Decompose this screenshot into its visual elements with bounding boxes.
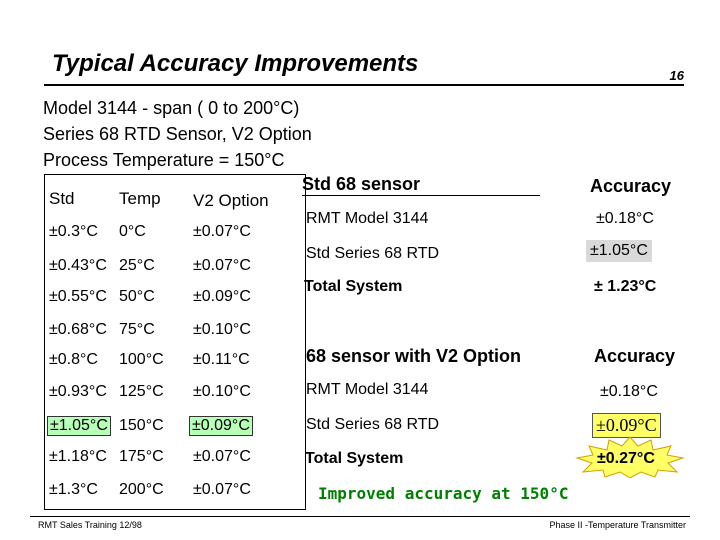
starburst-highlight (575, 436, 685, 478)
table-cell-std: ±1.18°C (49, 448, 107, 465)
table-cell-std: ±0.3°C (49, 223, 98, 240)
table-cell-temp: 75°C (119, 321, 155, 338)
table-cell-temp: 175°C (119, 448, 164, 465)
table-cell-v2: ±0.09°C (193, 288, 251, 305)
v2-section-heading: 68 sensor with V2 Option (306, 346, 522, 366)
intro-line-sensor: Series 68 RTD Sensor, V2 Option (43, 124, 312, 144)
v2-row-value-total: ±0.27°C (597, 450, 655, 467)
table-header-temp: Temp (119, 189, 161, 208)
table-header-v2: V2 Option (193, 191, 269, 210)
v2-accuracy-heading: Accuracy (594, 346, 676, 366)
table-header-std: Std (49, 189, 75, 208)
table-cell-temp: 50°C (119, 288, 155, 305)
table-cell-v2: ±0.10°C (193, 321, 251, 338)
table-cell-v2: ±0.07°C (193, 448, 251, 465)
table-cell-v2: ±0.07°C (193, 223, 251, 240)
table-cell-v2-highlighted: ±0.09°C (189, 416, 253, 436)
table-cell-v2: ±0.10°C (193, 383, 251, 400)
std-row-value: ±0.18°C (596, 210, 654, 227)
table-cell-std: ±0.55°C (49, 288, 107, 305)
table-cell-temp: 125°C (119, 383, 164, 400)
v2-row-label: RMT Model 3144 (306, 381, 429, 398)
footer-right-text: Phase II -Temperature Transmitter (549, 520, 686, 530)
improved-accuracy-callout: Improved accuracy at 150°C (318, 484, 569, 503)
footer-left-text: RMT Sales Training 12/98 (38, 520, 142, 530)
table-cell-std: ±0.93°C (49, 383, 107, 400)
table-cell-v2: ±0.07°C (193, 481, 251, 498)
accuracy-table: Std Temp V2 Option ±0.3°C 0°C ±0.07°C ±0… (44, 174, 306, 510)
page-title: Typical Accuracy Improvements (52, 50, 419, 77)
std-row-label: Std Series 68 RTD (306, 245, 440, 262)
table-cell-temp: 100°C (119, 351, 164, 368)
intro-line-model: Model 3144 - span ( 0 to 200°C) (43, 98, 300, 118)
page-number: 16 (669, 68, 684, 83)
v2-row-value: ±0.18°C (600, 383, 658, 400)
table-cell-std-highlighted: ±1.05°C (47, 416, 111, 436)
table-cell-std: ±0.68°C (49, 321, 107, 338)
v2-row-label: Std Series 68 RTD (306, 416, 440, 433)
std-row-label-total: Total System (304, 278, 403, 295)
table-cell-v2: ±0.07°C (193, 257, 251, 274)
intro-line-process-temp: Process Temperature = 150°C (43, 150, 285, 170)
std-section-heading: Std 68 sensor (302, 174, 540, 196)
table-cell-temp: 25°C (119, 257, 155, 274)
std-row-value-highlighted: ±1.05°C (586, 240, 652, 262)
table-cell-temp: 150°C (119, 417, 164, 434)
title-divider (44, 84, 684, 86)
v2-row-label-total: Total System (305, 450, 404, 467)
std-row-label: RMT Model 3144 (306, 210, 429, 227)
table-cell-temp: 200°C (119, 481, 164, 498)
table-cell-std: ±0.43°C (49, 257, 107, 274)
table-cell-std: ±1.3°C (49, 481, 98, 498)
std-row-value-total: ± 1.23°C (594, 278, 657, 295)
table-cell-std: ±0.8°C (49, 351, 98, 368)
std-accuracy-heading: Accuracy (590, 176, 672, 196)
footer-divider (30, 516, 690, 517)
v2-row-value-highlighted: ±0.09°C (592, 413, 661, 438)
table-cell-v2: ±0.11°C (193, 351, 250, 368)
table-cell-temp: 0°C (119, 223, 146, 240)
